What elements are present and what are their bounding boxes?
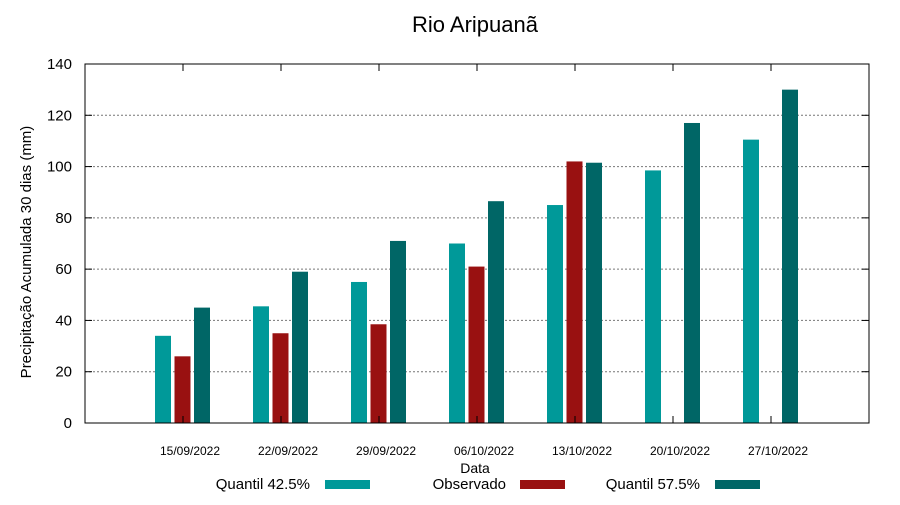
chart-title: Rio Aripuanã <box>412 12 539 37</box>
legend-swatch <box>520 480 565 489</box>
y-ticks: 0 20 40 60 80 100 120 140 <box>47 56 869 432</box>
bar-observado <box>468 266 485 423</box>
bar-quantil-42-5- <box>645 170 661 423</box>
bar-quantil-57-5- <box>292 271 308 423</box>
x-tick-label: 20/10/2022 <box>650 444 710 458</box>
bar-quantil-42-5- <box>253 306 269 423</box>
bar-observado <box>370 324 387 423</box>
bar-quantil-57-5- <box>586 162 602 423</box>
bar-observado <box>174 356 191 423</box>
y-tick-label: 120 <box>47 107 72 124</box>
y-tick-label: 40 <box>55 312 72 329</box>
x-ticks: 15/09/2022 22/09/2022 29/09/2022 06/10/2022… <box>160 64 808 458</box>
bar-quantil-42-5- <box>743 139 759 423</box>
y-tick-label: 60 <box>55 261 72 278</box>
bars <box>155 89 798 424</box>
legend-label: Observado <box>433 476 506 493</box>
x-tick-label: 27/10/2022 <box>748 444 808 458</box>
bar-observado <box>566 161 583 423</box>
x-tick-label: 22/09/2022 <box>258 444 318 458</box>
legend-swatch <box>715 480 760 489</box>
x-tick-label: 29/09/2022 <box>356 444 416 458</box>
x-tick-label: 13/10/2022 <box>552 444 612 458</box>
legend-label: Quantil 57.5% <box>606 476 700 493</box>
bar-quantil-42-5- <box>351 281 367 423</box>
legend-swatch <box>325 480 370 489</box>
bar-quantil-57-5- <box>194 307 210 423</box>
bar-quantil-42-5- <box>547 205 563 423</box>
legend-label: Quantil 42.5% <box>216 476 310 493</box>
legend: Quantil 42.5% Observado Quantil 57.5% <box>216 476 760 493</box>
y-tick-label: 20 <box>55 364 72 381</box>
y-axis-label: Precipitação Acumulada 30 dias (mm) <box>18 126 35 379</box>
x-tick-label: 15/09/2022 <box>160 444 220 458</box>
bar-quantil-57-5- <box>390 240 406 423</box>
y-tick-label: 80 <box>55 210 72 227</box>
bar-quantil-42-5- <box>449 243 465 423</box>
y-tick-label: 140 <box>47 56 72 73</box>
bar-quantil-57-5- <box>782 89 798 424</box>
bar-observado <box>272 333 289 423</box>
bar-quantil-57-5- <box>684 122 700 423</box>
bar-quantil-42-5- <box>155 335 171 423</box>
bar-quantil-57-5- <box>488 201 504 423</box>
x-tick-label: 06/10/2022 <box>454 444 514 458</box>
y-tick-label: 100 <box>47 159 72 176</box>
x-axis-label: Data <box>460 460 490 476</box>
y-tick-label: 0 <box>64 415 72 432</box>
